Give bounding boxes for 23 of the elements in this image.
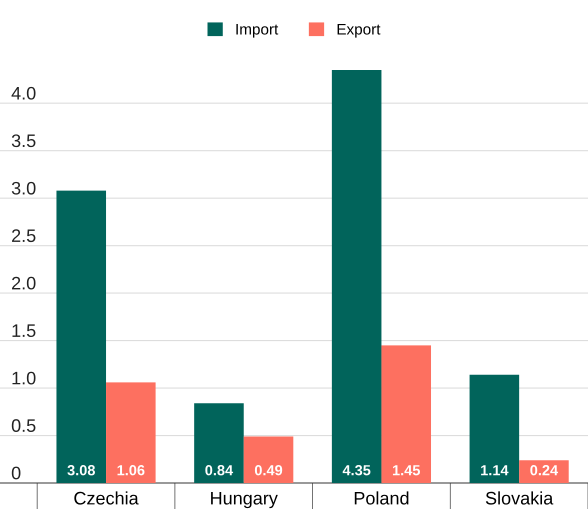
y-tick-label: 4.0 (12, 86, 36, 100)
y-tick-label: 1.5 (12, 324, 36, 338)
x-tick-label: Poland (354, 491, 408, 505)
y-tick-label: 3.5 (12, 134, 36, 148)
data-label: 0.24 (530, 465, 558, 476)
y-tick-label: 2.0 (12, 276, 36, 290)
data-label: 3.08 (67, 465, 95, 476)
data-label: 1.45 (392, 465, 420, 476)
y-tick-label: 3.0 (12, 182, 36, 195)
y-tick-label: 2.5 (12, 229, 36, 242)
data-label: 0.49 (254, 465, 282, 476)
y-tick-label: 1.0 (12, 372, 36, 384)
data-label: 1.06 (118, 465, 144, 476)
x-tick-label: Czechia (74, 491, 139, 505)
x-tick-label: Slovakia (486, 491, 554, 505)
data-label: 4.35 (342, 465, 370, 476)
data-label: 1.14 (481, 465, 508, 476)
x-tick-label: Hungary (211, 492, 278, 508)
legend-label: Export (338, 24, 380, 38)
data-label: 0.84 (205, 465, 234, 476)
y-tick-label: 0.5 (12, 419, 36, 432)
legend-label: Import (236, 24, 278, 38)
y-tick-label: 0 (12, 466, 20, 480)
